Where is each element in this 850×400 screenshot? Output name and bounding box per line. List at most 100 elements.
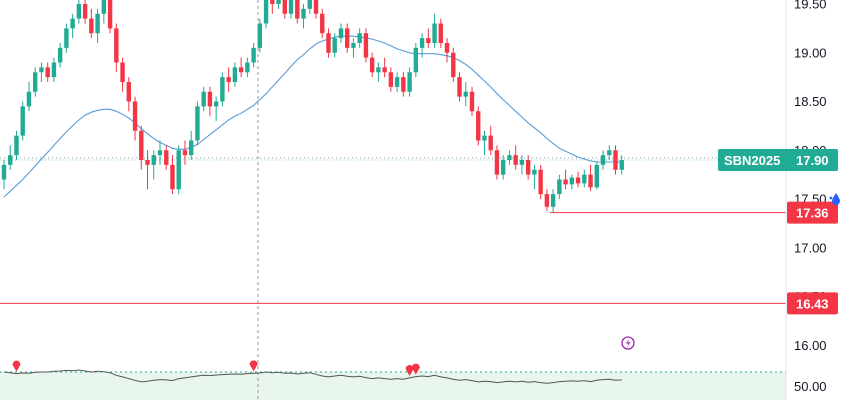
candle bbox=[519, 155, 525, 175]
candle bbox=[251, 43, 256, 68]
candle bbox=[20, 101, 25, 141]
candle bbox=[345, 23, 350, 53]
candle bbox=[95, 8, 100, 43]
candle bbox=[195, 101, 200, 146]
candle bbox=[145, 150, 150, 190]
candle-body bbox=[20, 106, 25, 136]
candle bbox=[89, 8, 94, 39]
candle bbox=[114, 23, 119, 73]
candle-body bbox=[101, 0, 107, 14]
candle-body bbox=[295, 0, 300, 19]
candle-body bbox=[525, 160, 531, 175]
candle bbox=[101, 0, 107, 24]
candle bbox=[326, 28, 331, 58]
candle bbox=[363, 28, 369, 63]
candle-body bbox=[469, 91, 475, 112]
candle bbox=[594, 161, 599, 190]
candle-body bbox=[213, 101, 219, 107]
candle-body bbox=[76, 4, 82, 19]
candle bbox=[164, 145, 169, 170]
candle bbox=[582, 169, 587, 188]
candle bbox=[494, 145, 500, 180]
candle bbox=[351, 38, 356, 58]
candle-body bbox=[463, 91, 468, 97]
alert-icon[interactable] bbox=[621, 336, 635, 350]
horizontal-lines bbox=[0, 212, 786, 304]
candle-body bbox=[457, 77, 462, 97]
candle bbox=[245, 57, 250, 78]
last-price-tag bbox=[718, 149, 838, 171]
candle-body bbox=[45, 67, 50, 78]
price-tick-label: 17.00 bbox=[794, 240, 827, 255]
candle bbox=[51, 57, 57, 82]
candle-body bbox=[207, 91, 213, 107]
candle bbox=[201, 86, 206, 112]
candle bbox=[270, 0, 275, 14]
candle bbox=[413, 43, 419, 78]
candle bbox=[426, 28, 431, 48]
candle bbox=[139, 125, 144, 170]
candle-body bbox=[607, 150, 612, 156]
candle bbox=[538, 164, 543, 199]
candle-body bbox=[8, 155, 13, 165]
candle bbox=[64, 23, 69, 53]
candle bbox=[401, 72, 406, 97]
candle-body bbox=[170, 164, 175, 190]
candle bbox=[276, 0, 281, 9]
candle bbox=[438, 18, 443, 48]
candle bbox=[189, 130, 194, 160]
candle bbox=[313, 0, 319, 19]
candle bbox=[482, 130, 487, 156]
candle bbox=[33, 67, 38, 97]
candle-body bbox=[438, 23, 443, 43]
candle-body bbox=[538, 169, 543, 195]
candle bbox=[1, 160, 7, 190]
candle bbox=[382, 57, 387, 78]
candle bbox=[619, 155, 624, 175]
candle bbox=[607, 145, 612, 160]
candle-body bbox=[276, 0, 281, 4]
candle bbox=[157, 140, 163, 165]
candle-body bbox=[582, 174, 587, 184]
candle-body bbox=[39, 67, 44, 73]
candle-body bbox=[33, 72, 38, 92]
candle-body bbox=[1, 164, 7, 180]
candle bbox=[338, 23, 344, 43]
candle bbox=[39, 62, 44, 82]
candle-body bbox=[307, 0, 312, 9]
candle-body bbox=[120, 62, 125, 82]
candle bbox=[82, 0, 88, 24]
candle bbox=[182, 140, 188, 165]
candle-body bbox=[594, 164, 599, 188]
candle bbox=[220, 72, 225, 107]
moving-average bbox=[3, 35, 622, 198]
price-axis[interactable]: 19.5019.0018.5018.0017.5017.0016.5016.00… bbox=[785, 0, 850, 400]
candle-body bbox=[257, 23, 263, 48]
drop-icon[interactable] bbox=[829, 193, 840, 205]
candle-body bbox=[357, 33, 362, 43]
candle bbox=[132, 96, 138, 141]
indicator-pane bbox=[0, 371, 786, 400]
candle-body bbox=[82, 4, 88, 19]
candle-body bbox=[70, 18, 75, 29]
candle bbox=[70, 13, 75, 39]
candle-body bbox=[519, 160, 525, 165]
indicator-line bbox=[3, 360, 622, 384]
line-price-label: 16.43 bbox=[796, 296, 829, 311]
candle-body bbox=[575, 177, 581, 184]
candle bbox=[469, 86, 475, 117]
candle-body bbox=[494, 150, 500, 175]
candle bbox=[557, 174, 562, 199]
candle-body bbox=[532, 169, 537, 175]
candle-body bbox=[107, 0, 113, 29]
candle bbox=[176, 145, 181, 195]
candle bbox=[232, 62, 238, 87]
candle-body bbox=[388, 72, 394, 87]
candle bbox=[301, 4, 306, 29]
price-tick-label: 19.00 bbox=[794, 45, 827, 60]
candle-body bbox=[444, 43, 450, 53]
candle bbox=[388, 67, 394, 92]
candle bbox=[407, 67, 412, 97]
candle-body bbox=[419, 38, 425, 48]
